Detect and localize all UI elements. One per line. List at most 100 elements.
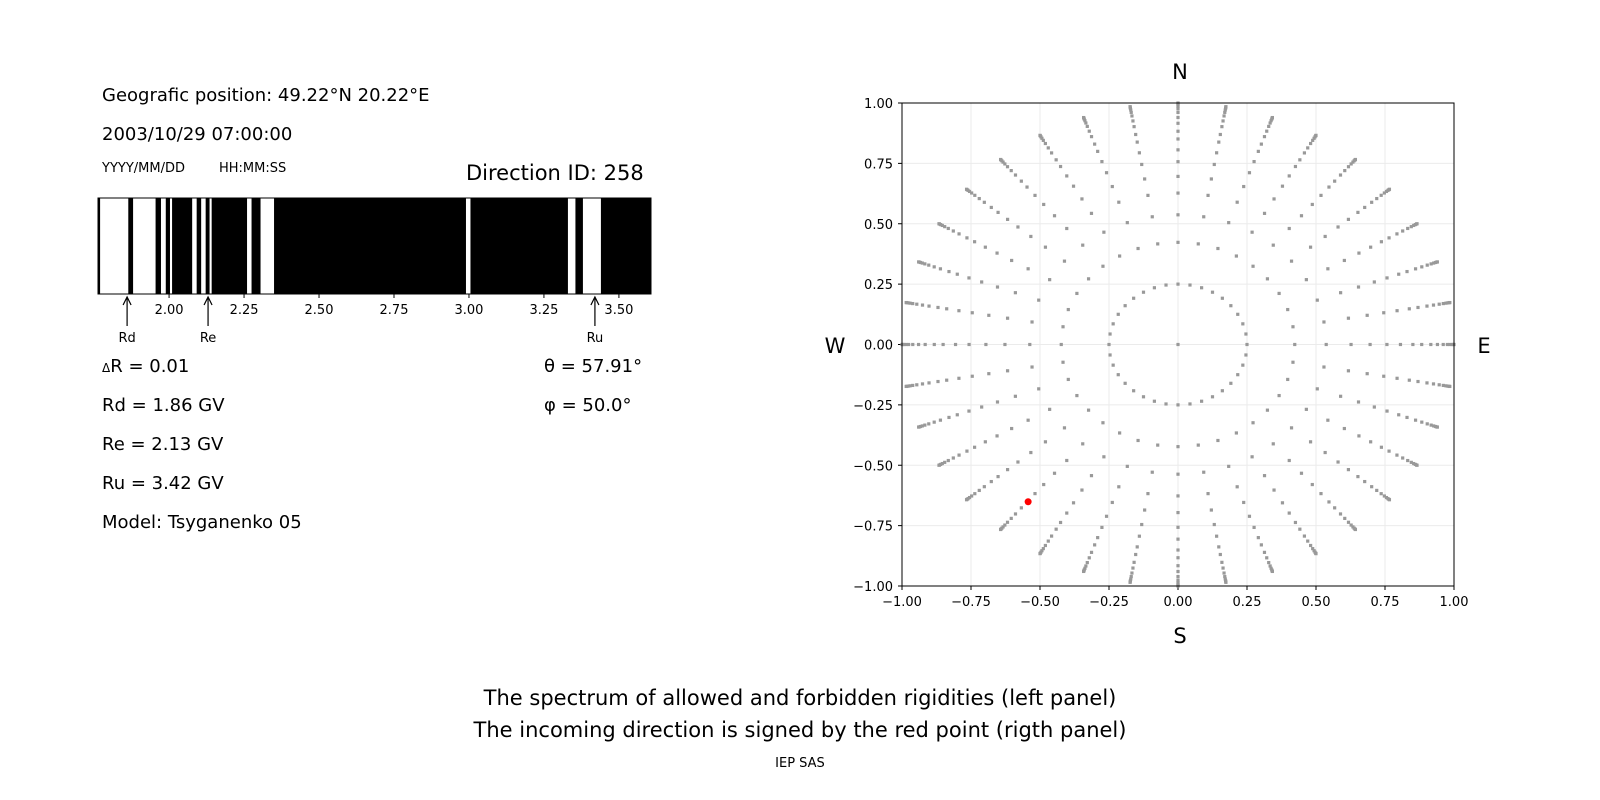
direction-point xyxy=(1080,488,1084,492)
direction-point xyxy=(1441,342,1445,347)
direction-point xyxy=(1176,213,1180,217)
x-tick-label: −0.25 xyxy=(1089,595,1129,610)
direction-point xyxy=(1287,226,1291,231)
direction-point xyxy=(996,475,1000,479)
direction-point xyxy=(1252,525,1256,530)
x-tick-label: 2.00 xyxy=(155,303,184,318)
direction-point xyxy=(1202,470,1206,474)
direction-point xyxy=(1356,285,1361,289)
direction-point xyxy=(1130,571,1134,575)
direction-point xyxy=(1293,520,1298,525)
direction-point xyxy=(1265,277,1270,281)
direction-point xyxy=(967,409,971,413)
direction-point xyxy=(1304,278,1308,282)
direction-point xyxy=(1431,303,1436,307)
direction-point xyxy=(1220,125,1224,129)
direction-point xyxy=(1379,193,1383,197)
direction-point xyxy=(1311,138,1315,142)
direction-point xyxy=(1033,193,1037,197)
direction-point xyxy=(1327,500,1331,504)
direction-point xyxy=(1370,485,1374,489)
x-tick-label: −0.50 xyxy=(1020,595,1060,610)
direction-point xyxy=(1289,259,1294,263)
direction-point xyxy=(1368,342,1372,347)
direction-point xyxy=(937,222,941,226)
direction-point xyxy=(995,251,999,255)
direction-point xyxy=(1176,115,1180,120)
direction-point xyxy=(970,191,974,195)
direction-point xyxy=(1223,575,1227,579)
direction-point xyxy=(1270,115,1274,120)
direction-point xyxy=(967,276,971,280)
direction-point xyxy=(1401,229,1405,233)
direction-point xyxy=(1363,205,1367,210)
direction-point xyxy=(1267,560,1271,565)
direction-point xyxy=(1306,146,1310,150)
direction-point xyxy=(1267,124,1271,129)
direction-point xyxy=(936,379,940,384)
direction-point xyxy=(1375,488,1379,493)
direction-point xyxy=(1150,215,1154,219)
direction-point xyxy=(938,267,943,271)
direction-point xyxy=(1357,251,1361,255)
direction-point xyxy=(1093,543,1097,547)
arrow-head-icon xyxy=(203,295,213,306)
direction-point xyxy=(1176,282,1180,286)
direction-point xyxy=(1241,322,1245,326)
direction-point xyxy=(1065,174,1069,178)
direction-point xyxy=(917,260,921,264)
y-tick-label: −0.75 xyxy=(853,520,893,535)
delta-symbol: Δ xyxy=(102,361,111,375)
direction-point xyxy=(1101,421,1105,425)
direction-point xyxy=(946,458,950,463)
direction-point xyxy=(1349,162,1353,166)
x-tick-label: 3.00 xyxy=(454,303,483,318)
phi-value: φ = 50.0° xyxy=(544,395,632,416)
direction-point xyxy=(1289,426,1294,430)
direction-point xyxy=(973,492,977,496)
direction-point xyxy=(1299,214,1304,218)
direction-point xyxy=(908,301,912,305)
direction-point xyxy=(1315,387,1319,391)
direction-point xyxy=(927,381,931,385)
direction-point xyxy=(1140,162,1144,167)
direction-point xyxy=(1101,264,1105,268)
direction-point xyxy=(1416,379,1420,384)
direction-point xyxy=(1087,129,1091,133)
direction-point xyxy=(1245,342,1249,347)
direction-point xyxy=(927,304,931,308)
direction-point xyxy=(1259,543,1263,547)
direction-point xyxy=(1042,202,1046,207)
direction-point xyxy=(1037,298,1041,302)
direction-point xyxy=(957,232,961,236)
y-tick-label: 0.50 xyxy=(864,218,893,233)
direction-point xyxy=(947,415,951,420)
direction-point xyxy=(1066,377,1070,382)
direction-point xyxy=(1291,325,1295,329)
y-tick-label: −1.00 xyxy=(853,580,893,595)
direction-point xyxy=(1432,261,1436,265)
direction-point xyxy=(1132,125,1136,129)
direction-point xyxy=(1013,173,1018,177)
direction-point xyxy=(1369,245,1373,249)
direction-point xyxy=(1385,342,1389,347)
direction-point xyxy=(1268,564,1272,568)
direction-point xyxy=(1102,230,1106,234)
direction-point xyxy=(1054,527,1058,531)
direction-point xyxy=(1222,571,1226,575)
direction-point xyxy=(1429,262,1433,266)
direction-point xyxy=(1111,363,1115,367)
direction-point xyxy=(1089,474,1094,478)
direction-point xyxy=(1432,424,1436,428)
direction-point xyxy=(1110,500,1114,505)
direction-point xyxy=(904,342,908,347)
direction-point xyxy=(989,205,993,210)
direction-point xyxy=(1043,245,1048,249)
direction-point xyxy=(1164,283,1168,287)
direction-point xyxy=(917,425,921,429)
delta-r-text: R = 0.01 xyxy=(110,356,190,377)
direction-point xyxy=(1082,115,1086,120)
direction-point xyxy=(1100,159,1104,164)
direction-point xyxy=(996,210,1000,214)
direction-point xyxy=(920,424,924,428)
